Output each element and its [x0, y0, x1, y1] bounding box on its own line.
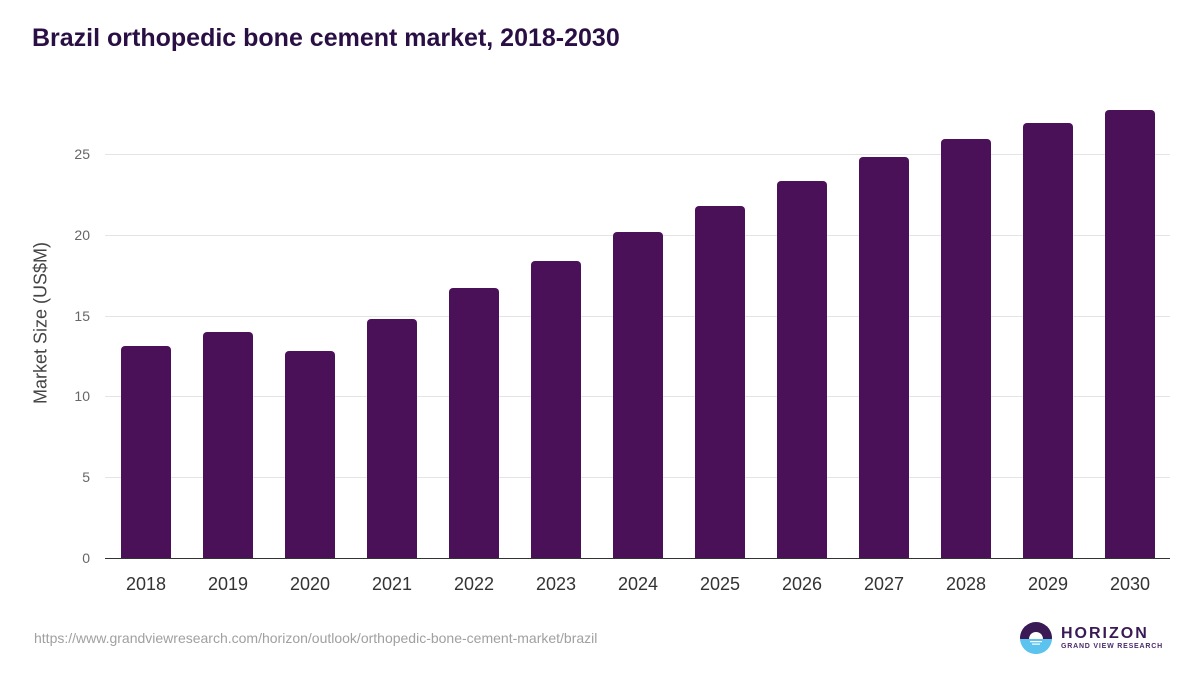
x-tick-label: 2018	[125, 574, 167, 594]
x-tick-label: 2022	[453, 574, 495, 594]
x-tick-label: 2029	[1027, 574, 1069, 594]
bar-2028[interactable]	[941, 139, 991, 558]
logo-name: HORIZON	[1061, 625, 1149, 642]
y-tick-label: 5	[82, 469, 90, 485]
source-link[interactable]: https://www.grandviewresearch.com/horizo…	[34, 630, 598, 646]
bar-2025[interactable]	[695, 206, 745, 558]
x-tick-label: 2019	[207, 574, 249, 594]
bar-2020[interactable]	[285, 351, 335, 558]
bar-2018[interactable]	[121, 346, 171, 558]
x-tick-label: 2023	[535, 574, 577, 594]
bar-2019[interactable]	[203, 332, 253, 558]
x-tick-label: 2028	[945, 574, 987, 594]
y-tick-label: 15	[74, 308, 90, 324]
x-tick-label: 2027	[863, 574, 905, 594]
bar-2026[interactable]	[777, 181, 827, 558]
logo-subtitle: GRAND VIEW RESEARCH	[1061, 643, 1163, 650]
chart-title: Brazil orthopedic bone cement market, 20…	[32, 24, 620, 52]
x-tick-label: 2030	[1109, 574, 1151, 594]
y-tick-label: 25	[74, 146, 90, 162]
bar-2024[interactable]	[613, 232, 663, 558]
x-tick-label: 2021	[371, 574, 413, 594]
bar-2022[interactable]	[449, 288, 499, 558]
bar-2021[interactable]	[367, 319, 417, 558]
x-tick-label: 2025	[699, 574, 741, 594]
bar-2029[interactable]	[1023, 123, 1073, 558]
x-tick-label: 2026	[781, 574, 823, 594]
x-axis-line	[105, 558, 1170, 559]
gridline	[105, 154, 1170, 155]
horizon-sun-icon	[1020, 622, 1052, 654]
x-tick-label: 2024	[617, 574, 659, 594]
x-tick-label: 2020	[289, 574, 331, 594]
y-tick-label: 0	[82, 550, 90, 566]
bar-2023[interactable]	[531, 261, 581, 558]
bar-2027[interactable]	[859, 157, 909, 558]
horizon-logo: HORIZON GRAND VIEW RESEARCH	[1020, 622, 1163, 654]
y-tick-label: 20	[74, 227, 90, 243]
bar-2030[interactable]	[1105, 110, 1155, 558]
y-tick-label: 10	[74, 388, 90, 404]
